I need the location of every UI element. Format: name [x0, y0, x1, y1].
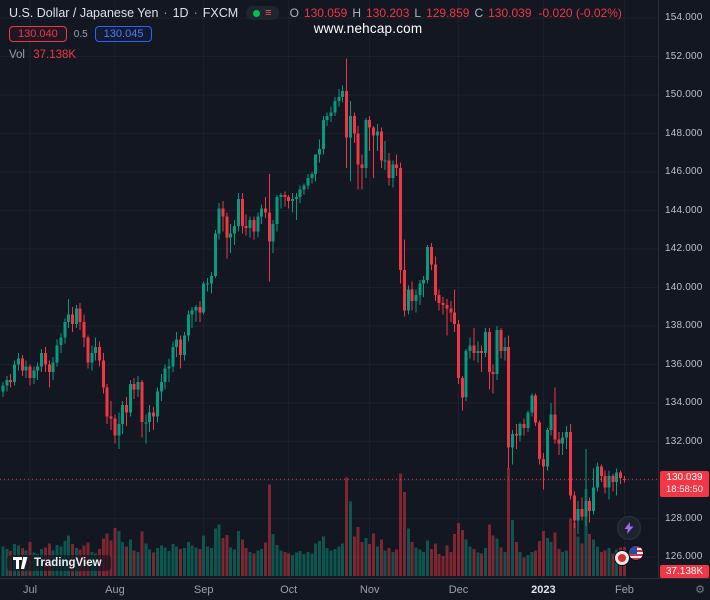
legend-menu-icon[interactable]: ≡: [265, 7, 272, 19]
separator: ·: [163, 6, 168, 20]
tradingview-logo[interactable]: TradingView: [7, 555, 111, 571]
price-axis-label: 126.000: [665, 551, 703, 562]
open-label: O: [289, 6, 299, 20]
time-axis-label: Jul: [22, 584, 38, 596]
market-status-pill[interactable]: ≡: [246, 6, 279, 20]
last-price-badge: 130.039 18:58:50: [660, 471, 709, 498]
time-axis[interactable]: ⚙ Jul Aug Sep Oct Nov Dec 2023 Feb: [0, 578, 710, 600]
us-flag-icon: [628, 545, 644, 561]
low-value: 129.859: [426, 6, 470, 20]
symbol-title[interactable]: U.S. Dollar / Japanese Yen: [9, 6, 159, 20]
instant-trading-button[interactable]: [617, 516, 641, 540]
volume-value: 37.138K: [33, 49, 77, 61]
price-axis-label: 148.000: [665, 127, 703, 139]
price-axis-label: 128.000: [665, 512, 703, 524]
high-label: H: [352, 6, 361, 20]
chart-legend: U.S. Dollar / Japanese Yen · 1D · FXCM ≡…: [9, 6, 622, 61]
currency-pair-flags[interactable]: [614, 545, 644, 566]
tradingview-logo-icon: [13, 557, 28, 569]
tradingview-logo-text: TradingView: [34, 557, 102, 569]
open-value: 130.059: [303, 6, 348, 20]
price-axis-label: 138.000: [665, 320, 703, 331]
close-value: 130.039: [488, 6, 532, 20]
japan-flag-icon: [614, 550, 630, 566]
price-axis-label: 140.000: [665, 281, 703, 293]
bar-countdown: 18:58:50: [666, 484, 703, 496]
time-axis-label: 2023: [531, 584, 556, 596]
time-axis-label: Dec: [448, 584, 469, 596]
spread-value: 0.5: [73, 28, 88, 40]
floating-buttons: [614, 516, 644, 566]
separator: ·: [193, 6, 198, 20]
time-axis-label: Oct: [280, 584, 298, 596]
volume-readout: Vol 37.138K: [9, 49, 622, 61]
time-axis-label: Sep: [193, 584, 214, 596]
interval-label[interactable]: 1D: [172, 6, 189, 20]
price-axis-label: 144.000: [665, 204, 703, 216]
price-axis-label: 132.000: [665, 435, 703, 447]
market-open-dot-icon: [253, 9, 261, 17]
volume-badge: 37.138K: [660, 565, 709, 578]
low-label: L: [414, 6, 422, 20]
price-axis-label: 136.000: [665, 358, 703, 370]
close-label: C: [474, 6, 484, 20]
sell-bid-button[interactable]: 130.040: [9, 26, 67, 42]
watermark: www.nehcap.com: [313, 21, 423, 36]
time-axis-label: Aug: [105, 584, 125, 596]
candlestick-chart[interactable]: [0, 0, 658, 578]
high-value: 130.203: [365, 6, 410, 20]
price-axis-label: 152.000: [665, 50, 703, 62]
ohlc-readout: O 130.059 H 130.203 L 129.859 C 130.039 -0.0…: [290, 6, 622, 20]
price-axis-label: 146.000: [665, 166, 703, 177]
time-axis-label: Nov: [359, 584, 380, 596]
last-price-value: 130.039: [666, 472, 703, 484]
exchange-label[interactable]: FXCM: [202, 6, 239, 20]
price-axis-label: 142.000: [665, 243, 703, 254]
price-axis-label: 154.000: [665, 12, 703, 23]
gear-icon[interactable]: ⚙: [695, 584, 705, 596]
change-value: -0.020 (-0.02%): [538, 6, 622, 20]
price-axis[interactable]: 130.039 18:58:50 37.138K 154.000 152.000 1…: [658, 0, 710, 578]
buy-ask-button[interactable]: 130.045: [94, 26, 153, 42]
time-axis-label: Feb: [614, 584, 634, 596]
lightning-icon: [624, 522, 634, 534]
price-axis-label: 134.000: [665, 397, 703, 408]
chart-canvas[interactable]: www.nehcap.com U.S. Dollar / Japanese Ye…: [0, 0, 658, 578]
volume-label: Vol: [9, 49, 25, 61]
price-axis-label: 150.000: [665, 89, 703, 100]
